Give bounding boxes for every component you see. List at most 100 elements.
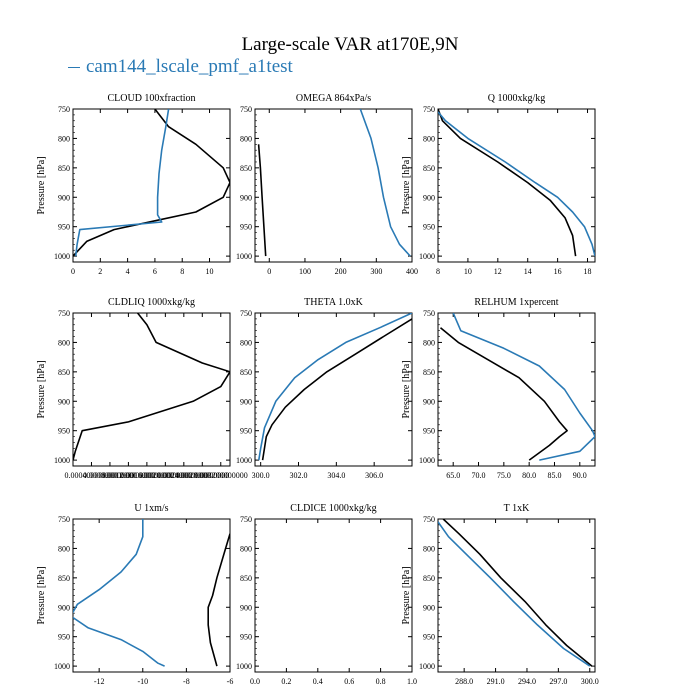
x-tick-label: 0.000400000000 [64, 471, 118, 480]
y-tick-label: 850 [58, 164, 70, 173]
x-tick-label: 2 [98, 267, 102, 276]
x-tick-label: 10 [464, 267, 472, 276]
panel-1: OMEGA 864xPa/s 750 800 850 900 950 1000 0 100 200… [236, 93, 418, 276]
panel-title: THETA 1.0xK [304, 297, 363, 308]
panel-title: U 1xm/s [134, 503, 168, 514]
y-tick-label: 850 [58, 574, 70, 583]
x-tick-label: 291.0 [487, 677, 505, 686]
x-tick-label: -8 [183, 677, 190, 686]
x-tick-label: 304.0 [327, 471, 345, 480]
y-tick-label: 800 [58, 338, 70, 347]
y-tick-label: 800 [423, 338, 435, 347]
panel-6: U 1xm/s Pressure [hPa] 750 800 850 900 950 1000… [36, 503, 233, 686]
y-tick-label: 750 [58, 515, 70, 524]
x-tick-label: -12 [94, 677, 105, 686]
x-tick-label: 80.0 [522, 471, 536, 480]
y-tick-label: 750 [423, 309, 435, 318]
y-axis-label: Pressure [hPa] [401, 566, 412, 624]
plot-frame [254, 108, 413, 263]
y-tick-label: 900 [58, 397, 70, 406]
y-tick-label: 1000 [54, 456, 70, 465]
plot-frame [72, 518, 231, 673]
panel-7: CLDICE 1000xkg/kg 750 800 850 900 950 1000 0.0 0… [236, 503, 417, 686]
x-tick-label: 0.003200000000 [194, 471, 248, 480]
y-tick-label: 900 [240, 193, 252, 202]
x-tick-label: 90.0 [573, 471, 587, 480]
x-tick-label: 16 [554, 267, 562, 276]
panel-0: CLOUD 100xfraction Pressure [hPa] 750 800 85… [36, 93, 231, 276]
y-tick-label: 800 [58, 544, 70, 553]
panel-5: RELHUM 1xpercent Pressure [hPa] 750 800 850 9… [401, 297, 596, 480]
x-tick-label: 0.001200000000 [101, 471, 155, 480]
x-tick-label: -6 [227, 677, 234, 686]
y-tick-label: 850 [423, 368, 435, 377]
y-tick-label: 750 [240, 515, 252, 524]
x-tick-label: 100 [299, 267, 311, 276]
y-tick-label: 1000 [54, 662, 70, 671]
y-tick-label: 800 [58, 134, 70, 143]
series-line-test [438, 111, 595, 257]
x-tick-label: 300.0 [581, 677, 599, 686]
y-axis-label: Pressure [hPa] [401, 360, 412, 418]
y-tick-label: 950 [423, 223, 435, 232]
x-tick-label: 288.0 [455, 677, 473, 686]
panel-3: CLDLIQ 1000xkg/kg Pressure [hPa] 750 800 850… [36, 297, 248, 480]
x-tick-label: 300 [370, 267, 382, 276]
x-tick-label: 0.6 [344, 677, 354, 686]
x-tick-label: 302.0 [290, 471, 308, 480]
x-tick-label: 1.0 [407, 677, 417, 686]
x-tick-label: 0.002400000000 [157, 471, 211, 480]
series-line-control [438, 109, 577, 257]
y-tick-label: 750 [240, 309, 252, 318]
y-tick-label: 900 [240, 603, 252, 612]
y-tick-label: 950 [58, 223, 70, 232]
y-tick-label: 1000 [419, 662, 435, 671]
panel-title: Q 1000xkg/kg [488, 93, 546, 104]
x-tick-label: 400 [406, 267, 418, 276]
legend: cam144_lscale_pmf_a1test [68, 56, 293, 78]
x-tick-label: 8 [436, 267, 440, 276]
y-tick-label: 900 [423, 193, 435, 202]
panel-title: OMEGA 864xPa/s [296, 93, 371, 104]
y-tick-label: 800 [240, 338, 252, 347]
y-tick-label: 950 [58, 427, 70, 436]
x-tick-label: 70.0 [472, 471, 486, 480]
x-tick-label: 0.4 [313, 677, 323, 686]
x-tick-label: 18 [584, 267, 592, 276]
y-tick-label: 950 [240, 223, 252, 232]
y-tick-label: 800 [240, 134, 252, 143]
legend-line-swatch [68, 67, 80, 69]
y-tick-label: 900 [58, 193, 70, 202]
x-tick-label: 306.0 [365, 471, 383, 480]
x-tick-label: 12 [494, 267, 502, 276]
y-axis-label: Pressure [hPa] [36, 156, 47, 214]
plot-frame [437, 108, 596, 263]
y-tick-label: 850 [240, 164, 252, 173]
y-tick-label: 850 [240, 368, 252, 377]
series-line-control [207, 533, 230, 667]
series-line-test [452, 313, 595, 461]
y-tick-label: 850 [240, 574, 252, 583]
plot-frame [254, 312, 413, 467]
x-tick-label: 0.2 [281, 677, 291, 686]
y-tick-label: 950 [240, 633, 252, 642]
series-line-control [73, 109, 230, 257]
plot-frame [72, 108, 231, 263]
y-tick-label: 950 [240, 427, 252, 436]
plot-frame [437, 312, 596, 467]
x-tick-label: 85.0 [547, 471, 561, 480]
panel-8: T 1xK Pressure [hPa] 750 800 850 900 950 1000 28… [401, 503, 599, 686]
x-tick-label: 0 [267, 267, 271, 276]
y-tick-label: 750 [58, 309, 70, 318]
y-tick-label: 1000 [54, 252, 70, 261]
panel-title: T 1xK [504, 503, 530, 514]
series-line-control [442, 519, 593, 667]
x-tick-label: 297.0 [549, 677, 567, 686]
x-tick-label: 65.0 [446, 471, 460, 480]
x-tick-label: 294.0 [518, 677, 536, 686]
x-tick-label: 0.000800000000 [83, 471, 137, 480]
y-tick-label: 1000 [419, 252, 435, 261]
page-title: Large-scale VAR at170E,9N [241, 34, 459, 55]
y-tick-label: 1000 [236, 662, 252, 671]
series-line-test [438, 521, 591, 667]
